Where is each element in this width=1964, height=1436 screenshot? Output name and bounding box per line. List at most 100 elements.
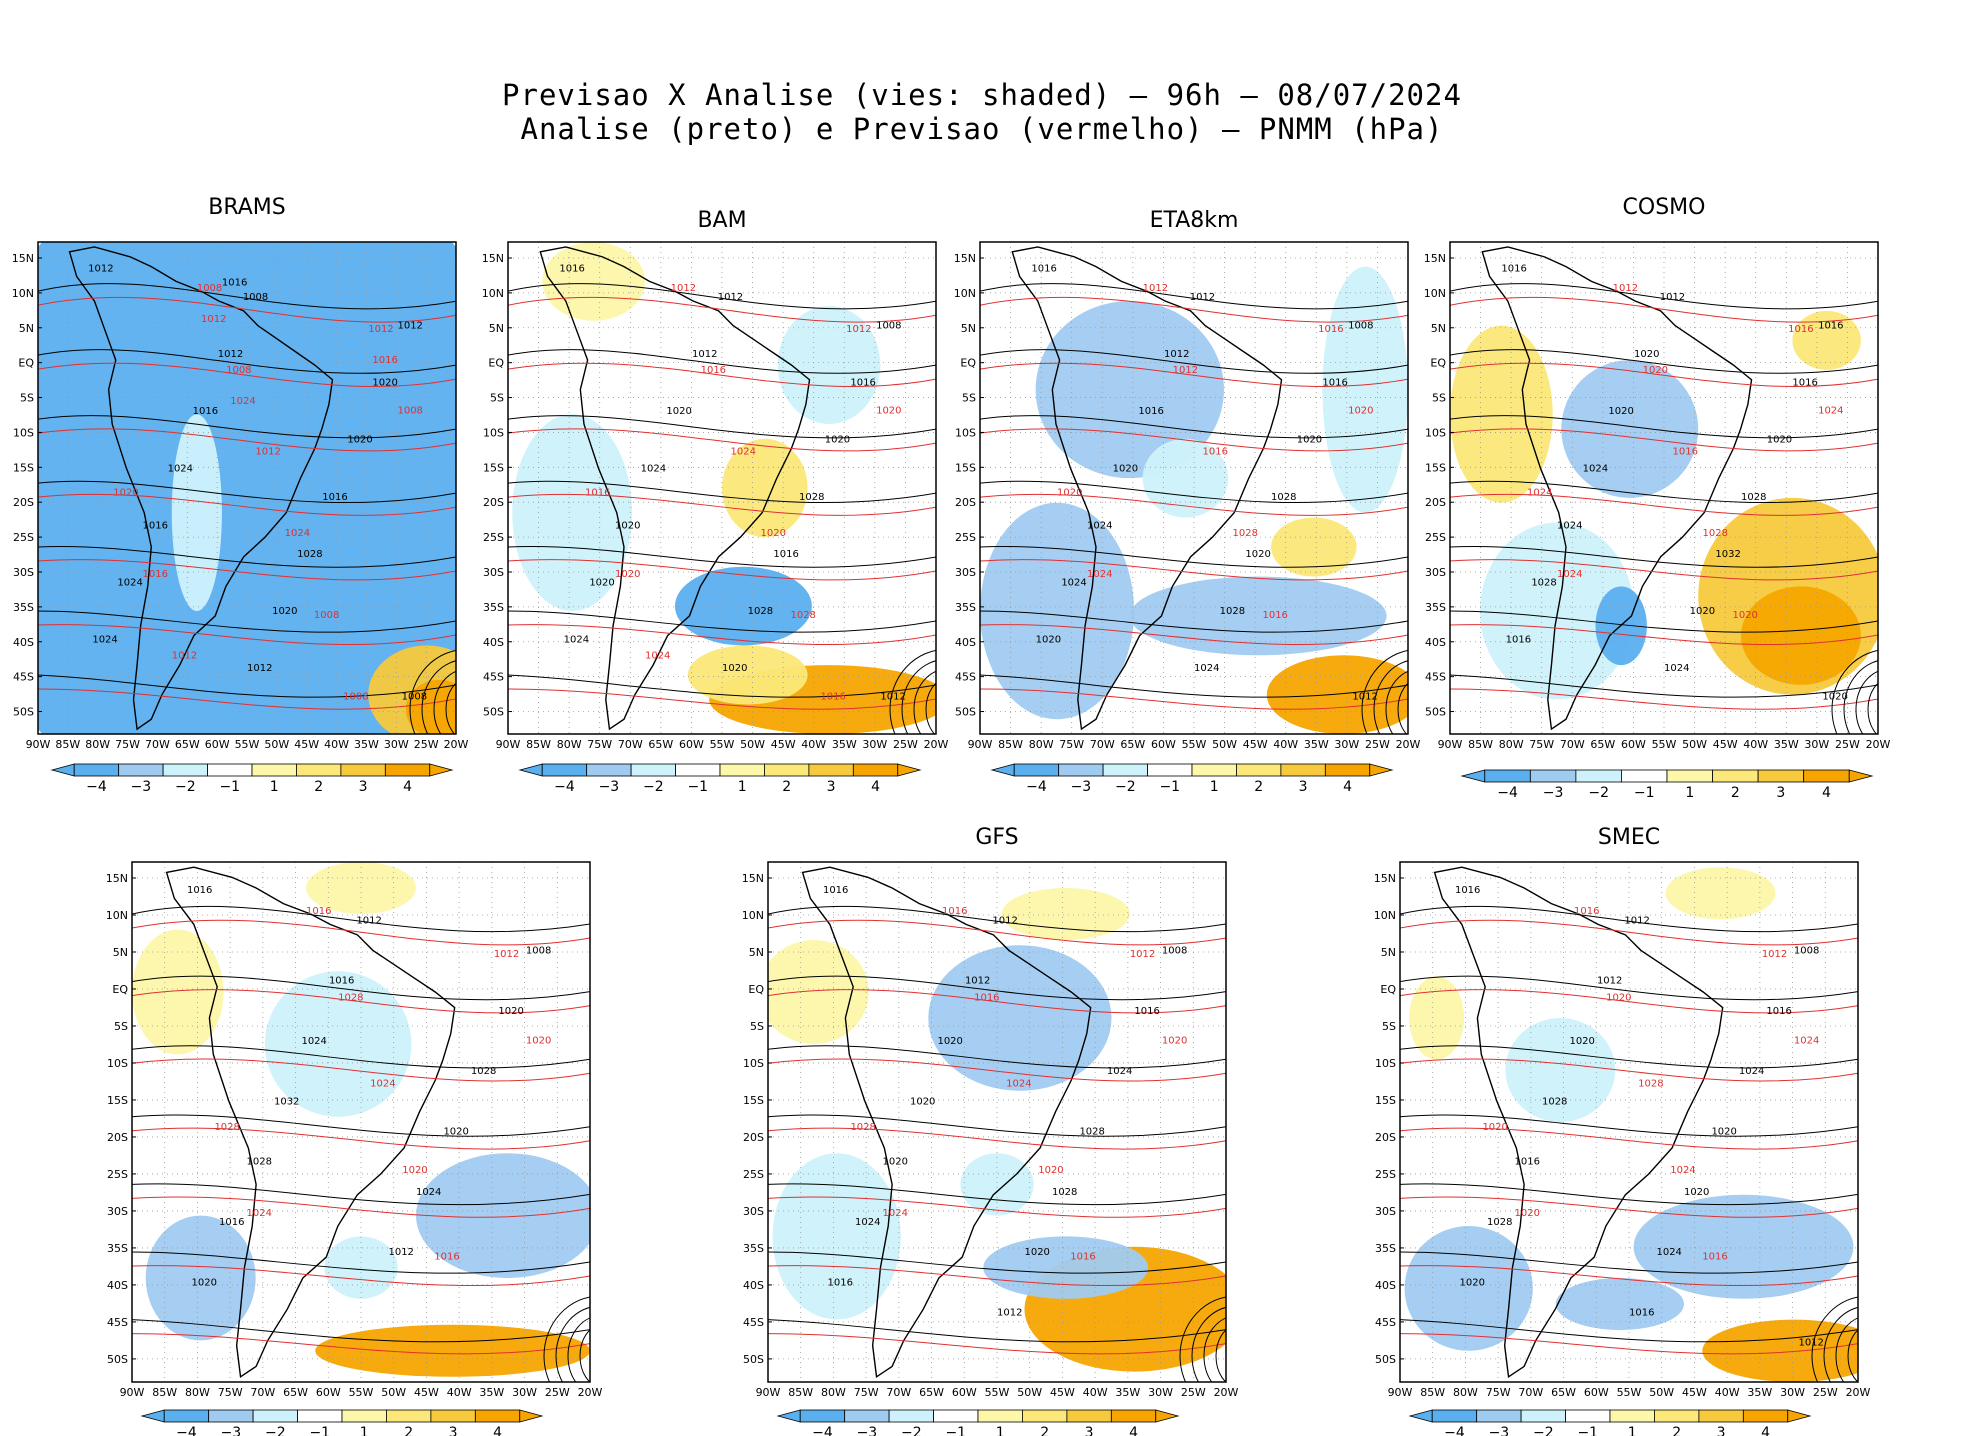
- lon-tick-label: 25W: [545, 1386, 570, 1399]
- bias-shade-area: [405, 679, 456, 734]
- bias-shade-area: [1266, 655, 1408, 734]
- lat-tick-label: 45S: [107, 1316, 128, 1329]
- forecast-isobar: [132, 919, 590, 946]
- lat-tick-label: 30S: [1425, 566, 1446, 579]
- analysis-contour-label: 1020: [1822, 692, 1847, 703]
- lat-tick-label: 10S: [1425, 426, 1446, 439]
- analysis-contour-label: 1012: [388, 1247, 413, 1258]
- colorbar-label: 2: [314, 779, 323, 795]
- lon-tick-label: 60W: [679, 738, 704, 751]
- analysis-isobar: [1831, 649, 1878, 734]
- lat-tick-label: 30S: [107, 1205, 128, 1218]
- lat-tick-label: 10N: [954, 287, 976, 300]
- lon-tick-label: 55W: [710, 738, 735, 751]
- panel-title: SMEC: [1597, 825, 1661, 850]
- lon-tick-label: 75W: [1059, 738, 1084, 751]
- colorbar-segment: [1742, 1409, 1789, 1423]
- lat-tick-label: 15S: [107, 1094, 128, 1107]
- analysis-contour-label: 1016: [1506, 634, 1531, 645]
- colorbar-label: −4: [1026, 779, 1047, 795]
- bias-shade-area: [1001, 888, 1130, 940]
- lon-tick-label: 20W: [444, 738, 469, 751]
- colorbar-arrow-right: [1848, 769, 1874, 783]
- colorbar-label: 2: [782, 779, 791, 795]
- forecast-isobar: [508, 493, 936, 516]
- forecast-contour-label: 1020: [113, 487, 138, 498]
- colorbar-label: −3: [857, 1425, 878, 1436]
- lat-tick-label: 5S: [750, 1020, 764, 1033]
- analysis-isobar: [1373, 660, 1408, 734]
- bias-shade-area: [264, 971, 412, 1117]
- lon-tick-label: 70W: [145, 738, 170, 751]
- colorbar-segment: [1654, 1409, 1700, 1423]
- analysis-contour-label: 1016: [828, 1277, 853, 1288]
- analysis-isobar: [38, 610, 456, 633]
- lon-tick-label: 50W: [1649, 1386, 1674, 1399]
- forecast-isobar: [1400, 989, 1858, 1014]
- analysis-isobar: [1835, 1317, 1858, 1382]
- forecast-contour-label: 1024: [1670, 1165, 1695, 1176]
- analysis-isobar: [1203, 1317, 1226, 1382]
- colorbar-label: 4: [493, 1425, 502, 1436]
- lon-tick-label: 40W: [801, 738, 826, 751]
- lon-tick-label: 25W: [1365, 738, 1390, 751]
- lon-tick-label: 70W: [1518, 1386, 1543, 1399]
- analysis-contour-label: 1024: [1557, 520, 1582, 531]
- analysis-contour-label: 1024: [1583, 463, 1608, 474]
- lat-tick-label: EQ: [112, 983, 128, 996]
- analysis-contour-label: 1020: [589, 577, 614, 588]
- lon-tick-label: 60W: [316, 1386, 341, 1399]
- analysis-contour-label: 1020: [498, 1006, 523, 1017]
- forecast-contour-label: 1016: [942, 906, 967, 917]
- analysis-contour-label: 1028: [247, 1157, 272, 1168]
- forecast-contour-label: 1016: [1788, 324, 1813, 335]
- forecast-isobar: [132, 989, 590, 1014]
- analysis-contour-label: 1024: [168, 463, 193, 474]
- bias-shade-area: [1555, 1278, 1684, 1330]
- analysis-contour-label: 1012: [1798, 1338, 1823, 1349]
- lon-tick-label: 80W: [185, 1386, 210, 1399]
- colorbar-label: −3: [221, 1425, 242, 1436]
- forecast-isobar: [980, 362, 1408, 387]
- forecast-isobar: [980, 624, 1408, 646]
- colorbar-label: 1: [1685, 785, 1694, 801]
- colorbar-label: 4: [1822, 785, 1831, 801]
- lon-tick-label: 25W: [1835, 738, 1860, 751]
- forecast-contour-label: 1024: [645, 651, 670, 662]
- lat-tick-label: 10S: [107, 1057, 128, 1070]
- forecast-contour-label: 1016: [1070, 1251, 1095, 1262]
- analysis-contour-label: 1016: [1501, 264, 1526, 275]
- colorbar-label: 4: [1761, 1425, 1770, 1436]
- forecast-isobar: [768, 1333, 1226, 1355]
- analysis-contour-label: 1024: [1656, 1247, 1681, 1258]
- analysis-contour-label: 1020: [1245, 549, 1270, 560]
- lat-tick-label: 25S: [955, 531, 976, 544]
- analysis-isobar: [1855, 670, 1878, 734]
- colorbar-label: −2: [1115, 779, 1136, 795]
- lat-tick-label: 15N: [742, 872, 764, 885]
- analysis-contour-label: 1012: [356, 915, 381, 926]
- panel-title: BAM: [697, 208, 747, 233]
- lat-tick-label: 45S: [13, 671, 34, 684]
- lon-tick-label: 85W: [998, 738, 1023, 751]
- colorbar-label: −2: [265, 1425, 286, 1436]
- lon-tick-label: 40W: [447, 1386, 472, 1399]
- analysis-contour-label: 1024: [416, 1187, 441, 1198]
- bias-shade-area: [983, 1236, 1149, 1299]
- analysis-contour-label: 1016: [193, 406, 218, 417]
- lon-tick-label: 70W: [250, 1386, 275, 1399]
- forecast-contour-label: 1016: [585, 487, 610, 498]
- lat-tick-label: 50S: [107, 1353, 128, 1366]
- lat-tick-label: 25S: [1425, 531, 1446, 544]
- analysis-contour-label: 1020: [443, 1126, 468, 1137]
- analysis-contour-label: 1016: [559, 264, 584, 275]
- lat-tick-label: EQ: [960, 357, 976, 370]
- analysis-isobar: [1450, 480, 1878, 504]
- colorbar-label: 3: [1299, 779, 1308, 795]
- analysis-isobar: [980, 546, 1408, 568]
- forecast-contour-label: 1020: [1348, 406, 1373, 417]
- analysis-contour-label: 1012: [992, 915, 1017, 926]
- coastline: [1433, 866, 1724, 1379]
